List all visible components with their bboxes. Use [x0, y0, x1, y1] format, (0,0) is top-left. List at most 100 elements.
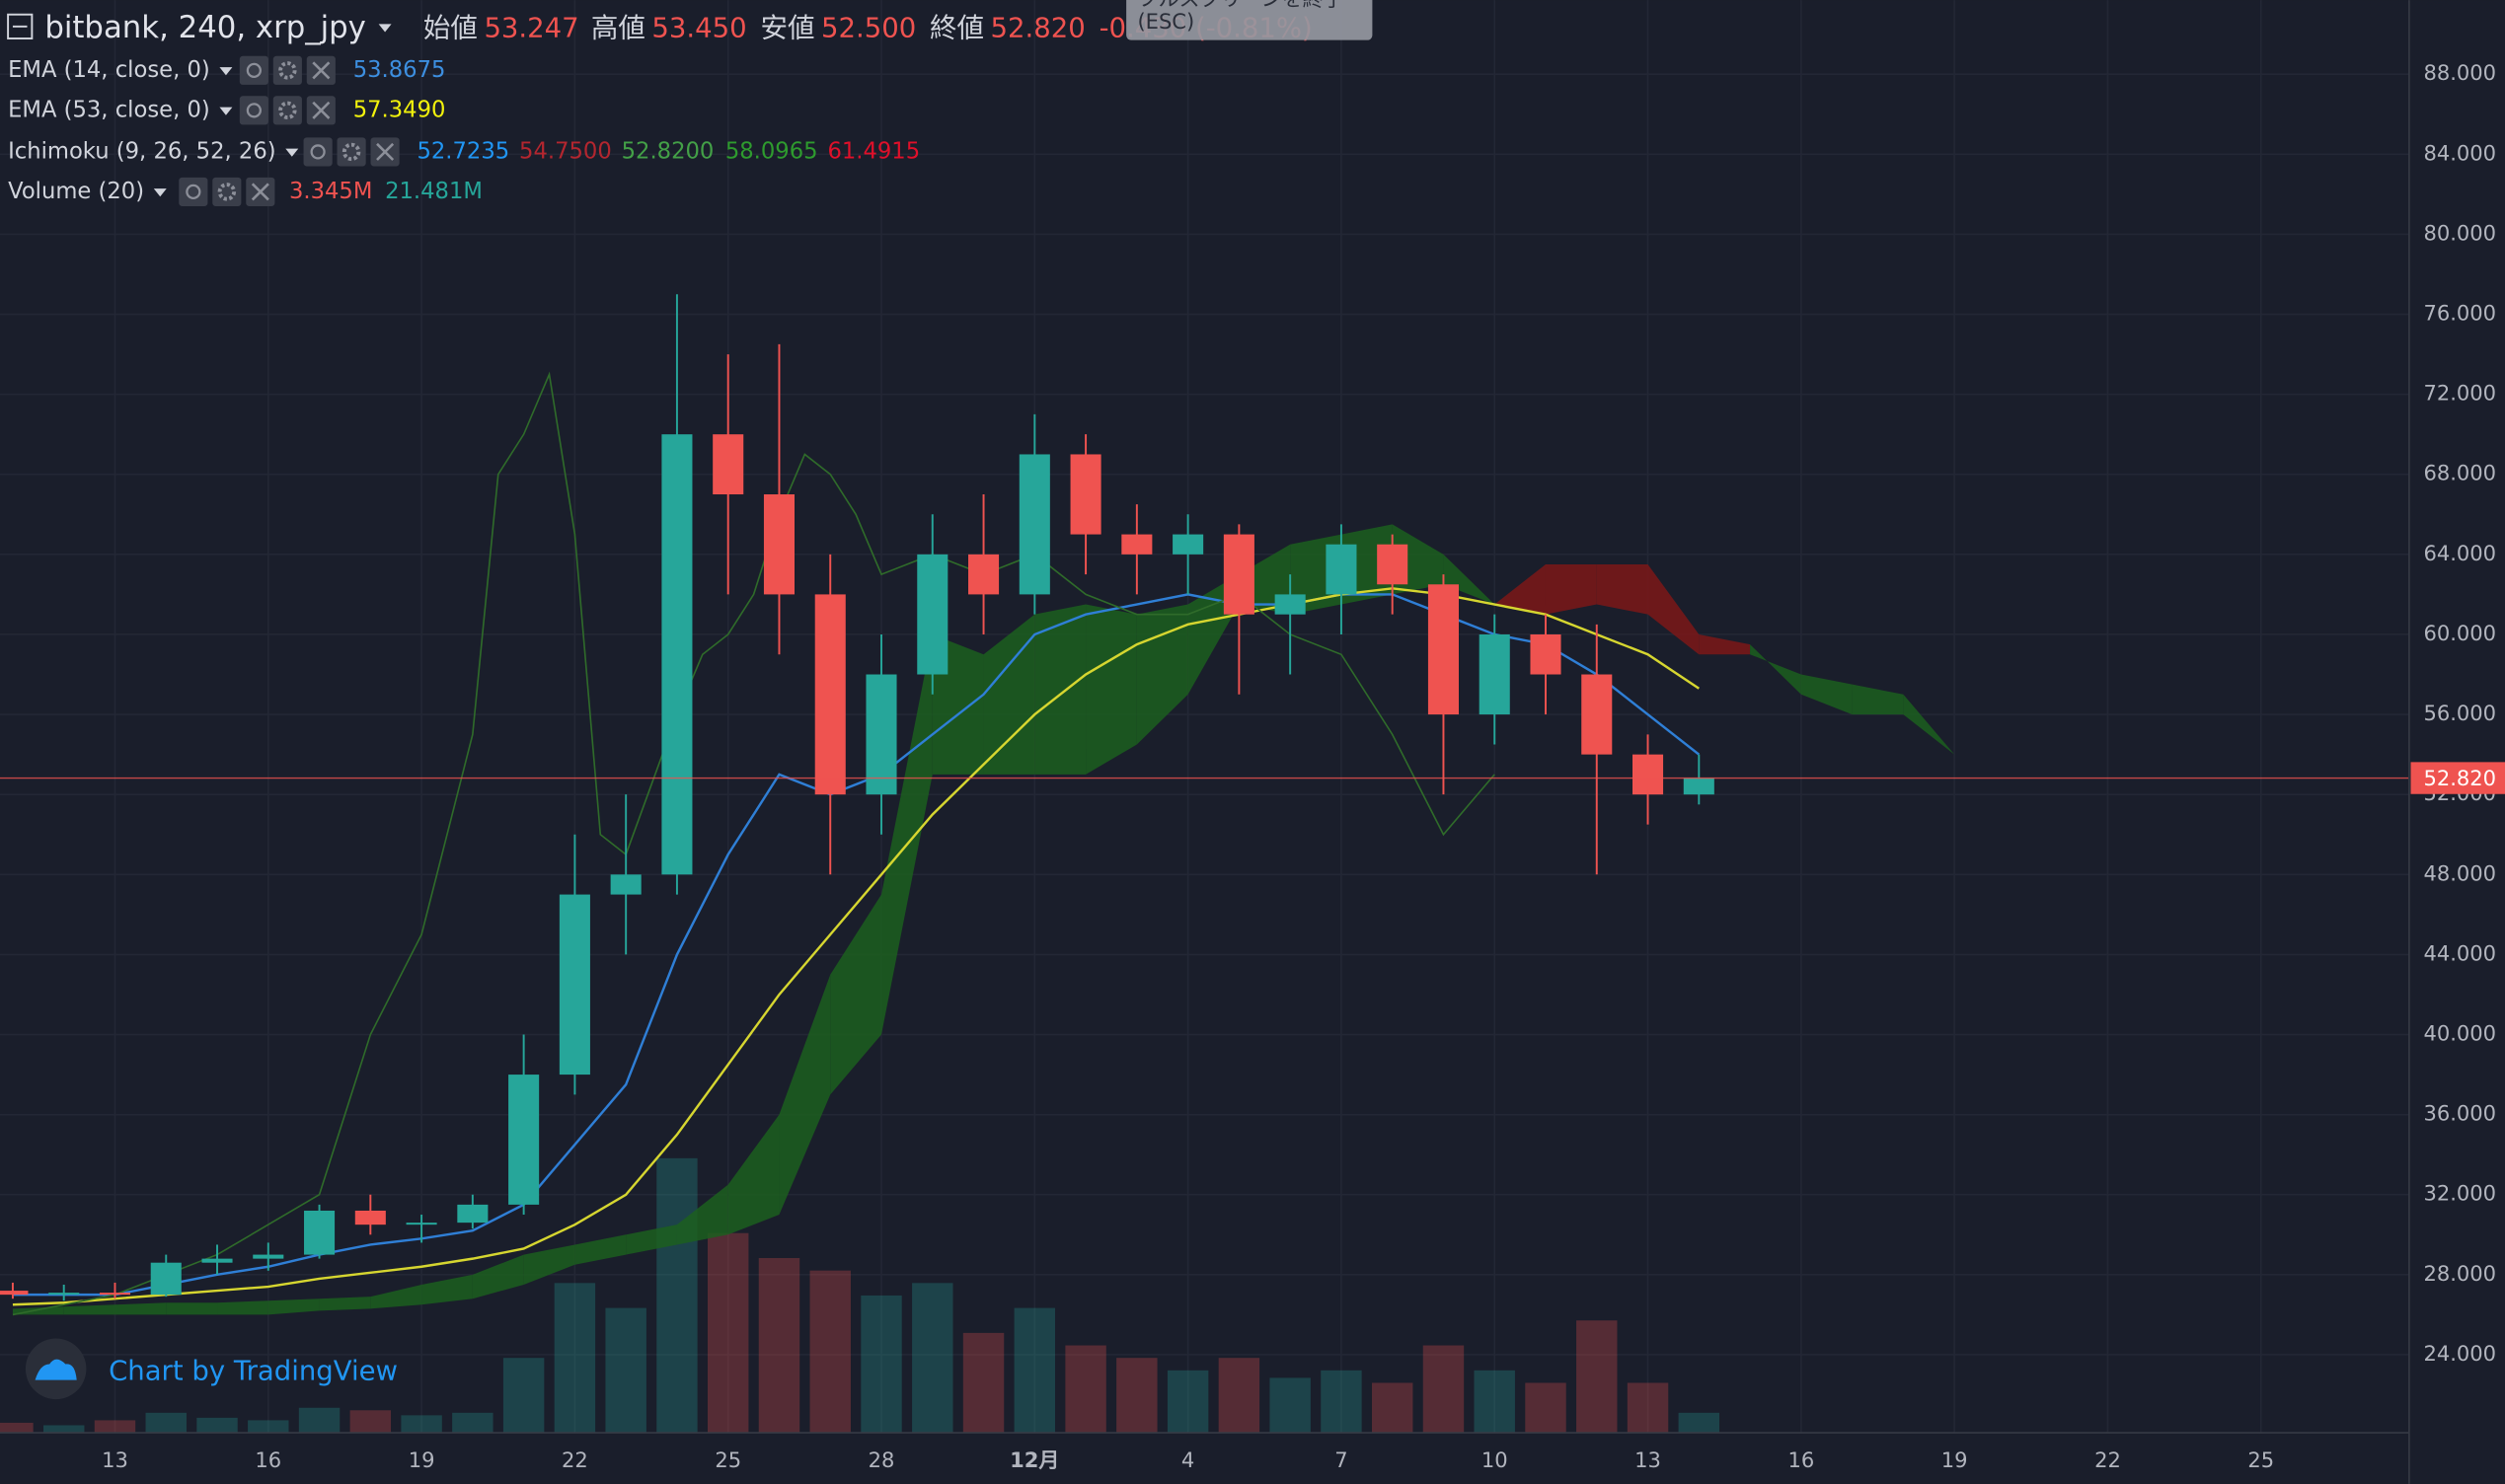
candle-body	[917, 554, 949, 675]
ichimoku-cloud	[881, 633, 933, 1035]
volume-bar	[912, 1283, 953, 1434]
settings-button[interactable]	[272, 96, 302, 125]
ichimoku-cloud	[779, 974, 831, 1216]
ichimoku-cloud	[1545, 563, 1597, 615]
x-tick-label: 16	[255, 1447, 281, 1472]
volume-bar	[554, 1283, 596, 1434]
legend-header: bitbank, 240, xrp_jpy 始値 53.247 高値 53.450 安値…	[7, 0, 1373, 206]
close-icon	[251, 183, 269, 201]
ichimoku-cloud	[421, 1274, 473, 1305]
y-tick-label: 24.000	[2423, 1341, 2496, 1366]
indicator-name[interactable]: EMA (53, close, 0)	[8, 97, 210, 122]
candle-body	[0, 1291, 29, 1296]
candle-body	[1070, 454, 1101, 535]
ichimoku-cloud	[676, 1184, 728, 1245]
dropdown-caret[interactable]	[219, 67, 233, 76]
dropdown-caret[interactable]	[219, 107, 233, 115]
x-tick-label: 16	[1787, 1447, 1814, 1472]
candle-body	[1377, 544, 1408, 585]
candle-body	[610, 874, 642, 895]
candle-body	[150, 1262, 182, 1296]
y-tick-label: 68.000	[2423, 461, 2496, 485]
y-tick-label: 76.000	[2423, 301, 2496, 326]
volume-bar	[1065, 1345, 1106, 1434]
y-tick-label: 44.000	[2423, 940, 2496, 965]
ichimoku-cloud	[1852, 684, 1904, 715]
tooltip-text: フルスクリーンを終了	[1137, 0, 1343, 11]
close-icon	[312, 101, 331, 119]
ichimoku-cloud	[1596, 563, 1648, 615]
settings-button[interactable]	[337, 137, 366, 167]
indicator-value: 21.481M	[385, 179, 483, 204]
volume-bar	[248, 1420, 289, 1434]
symbol-title[interactable]: bitbank, 240, xrp_jpy	[44, 10, 366, 45]
candle-body	[1530, 633, 1561, 675]
last-price-badge	[2410, 762, 2505, 794]
indicator-line	[12, 593, 1701, 1297]
ichimoku-cloud	[166, 1302, 218, 1315]
dropdown-caret[interactable]	[285, 148, 299, 157]
y-tick-label: 60.000	[2423, 621, 2496, 645]
volume-bar	[1167, 1370, 1209, 1434]
indicator-value: 58.0965	[725, 138, 818, 164]
ohlc-label: 高値	[591, 12, 645, 43]
indicator-value: 57.3490	[353, 97, 446, 122]
watermark-text[interactable]: Chart by TradingView	[109, 1356, 398, 1387]
visibility-button[interactable]	[239, 96, 268, 125]
visibility-button[interactable]	[303, 137, 333, 167]
indicator-value: 52.7235	[417, 138, 509, 164]
x-tick-label: 4	[1181, 1447, 1194, 1472]
close-icon	[376, 142, 395, 161]
x-tick-label: 13	[102, 1447, 128, 1472]
settings-button[interactable]	[272, 55, 302, 85]
candle-body	[457, 1204, 489, 1224]
candle-body	[1632, 754, 1664, 795]
x-tick-label: 12月	[1010, 1447, 1059, 1472]
ichimoku-cloud	[1034, 604, 1087, 775]
last-price-label: 52.820	[2423, 766, 2496, 790]
volume-bar	[1014, 1307, 1056, 1434]
volume-bar	[1525, 1382, 1566, 1434]
ichimoku-cloud	[1699, 633, 1751, 655]
indicator-name[interactable]: EMA (14, close, 0)	[8, 57, 210, 83]
y-tick-label: 28.000	[2423, 1261, 2496, 1286]
x-tick-label: 19	[409, 1447, 435, 1472]
dropdown-caret[interactable]	[153, 188, 167, 197]
candle-body	[866, 674, 897, 795]
eye-icon	[246, 103, 262, 118]
ichimoku-cloud	[1647, 563, 1700, 655]
x-tick-label: 13	[1634, 1447, 1661, 1472]
ichimoku-cloud	[1086, 604, 1137, 775]
volume-bar	[605, 1307, 646, 1434]
indicator-name[interactable]: Ichimoku (9, 26, 52, 26)	[8, 138, 276, 164]
candle-body	[968, 554, 1000, 595]
logo-cloud	[35, 1359, 77, 1380]
tooltip-text: (ESC)	[1137, 9, 1194, 34]
gear-icon	[217, 183, 237, 201]
settings-button[interactable]	[212, 177, 242, 206]
collapse-icon[interactable]	[7, 13, 34, 39]
gear-icon	[278, 101, 297, 120]
volume-bar	[94, 1420, 136, 1434]
ohlc-value: 53.450	[651, 12, 746, 43]
indicator-name[interactable]: Volume (20)	[8, 179, 144, 204]
ichimoku-cloud	[472, 1254, 524, 1299]
watermark: Chart by TradingView	[25, 1338, 398, 1400]
candle-body	[1683, 778, 1714, 795]
volume-bar	[298, 1407, 341, 1434]
ohlc-value: 52.820	[991, 12, 1086, 43]
ichimoku-cloud	[114, 1302, 167, 1315]
volume-bar	[401, 1415, 442, 1434]
ichimoku-cloud	[523, 1244, 575, 1285]
volume-bar	[1474, 1370, 1515, 1434]
eye-icon	[246, 62, 262, 78]
volume-bar	[502, 1358, 545, 1434]
ichimoku-cloud	[267, 1298, 320, 1315]
visibility-button[interactable]	[239, 55, 268, 85]
visibility-button[interactable]	[179, 177, 208, 206]
dropdown-caret[interactable]	[378, 24, 392, 33]
ichimoku-cloud	[319, 1297, 371, 1311]
gear-icon	[278, 61, 297, 80]
candle-body	[1479, 633, 1510, 715]
